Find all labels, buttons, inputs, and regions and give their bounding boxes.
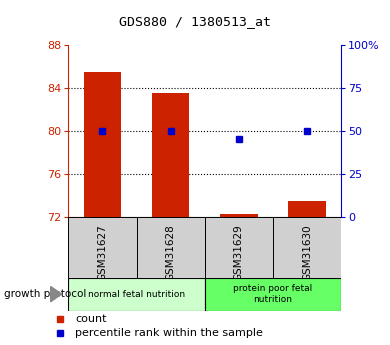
Bar xyxy=(205,278,341,310)
Text: count: count xyxy=(75,314,106,324)
Text: protein poor fetal
nutrition: protein poor fetal nutrition xyxy=(233,284,313,304)
Text: GDS880 / 1380513_at: GDS880 / 1380513_at xyxy=(119,16,271,29)
Bar xyxy=(68,278,205,310)
Text: GSM31628: GSM31628 xyxy=(166,225,176,281)
Bar xyxy=(273,217,341,278)
Bar xyxy=(152,93,190,217)
Bar xyxy=(288,201,326,217)
Bar xyxy=(220,214,258,217)
Bar xyxy=(205,217,273,278)
Bar xyxy=(83,72,121,217)
Text: GSM31629: GSM31629 xyxy=(234,225,244,281)
Text: GSM31630: GSM31630 xyxy=(302,225,312,281)
Text: percentile rank within the sample: percentile rank within the sample xyxy=(75,328,263,338)
Text: normal fetal nutrition: normal fetal nutrition xyxy=(88,289,185,299)
Text: growth protocol: growth protocol xyxy=(4,289,86,299)
Bar xyxy=(68,217,136,278)
Text: GSM31627: GSM31627 xyxy=(98,225,107,281)
Bar xyxy=(136,217,205,278)
